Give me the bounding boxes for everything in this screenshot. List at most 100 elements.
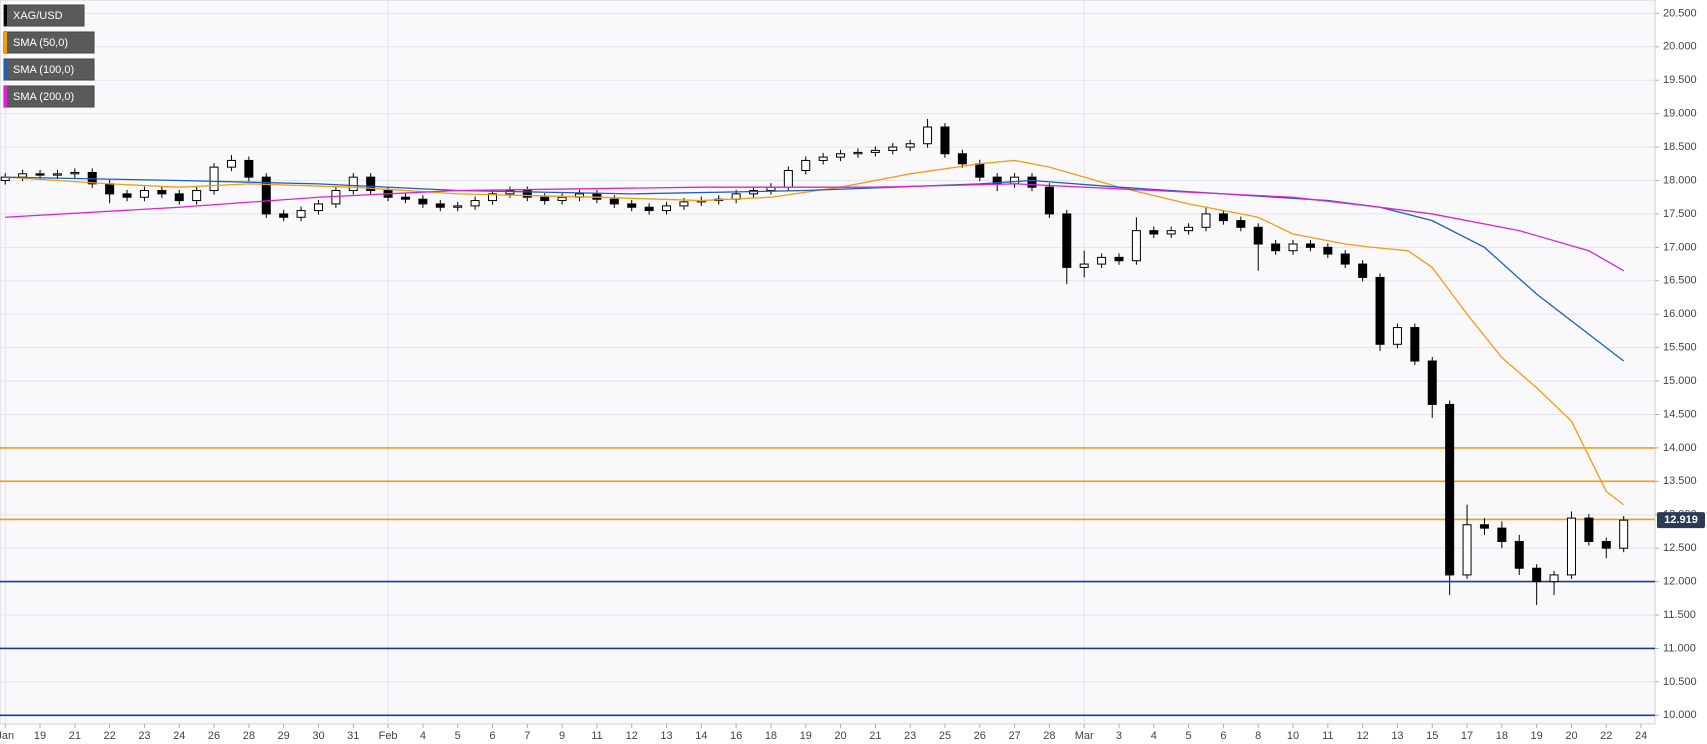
sma-line xyxy=(5,159,1625,506)
candle-body xyxy=(1201,213,1211,228)
x-tick-label: Mar xyxy=(1075,730,1094,742)
x-tick-label: 3 xyxy=(1116,730,1122,742)
candle-body xyxy=(296,210,306,218)
y-tick-label: 18.000 xyxy=(1663,174,1697,186)
x-tick-label: 31 xyxy=(347,730,359,742)
y-tick-label: 10.000 xyxy=(1663,709,1697,721)
candle-body xyxy=(1392,327,1402,345)
y-tick-label: 15.500 xyxy=(1663,342,1697,354)
candle-body xyxy=(418,198,428,205)
candle-body xyxy=(836,153,846,158)
candle-body xyxy=(1479,524,1489,529)
x-tick-label: 18 xyxy=(1496,730,1508,742)
candle-body xyxy=(0,176,10,181)
candle-body xyxy=(487,193,497,202)
candle-body xyxy=(348,176,358,192)
candle-body xyxy=(18,173,28,178)
y-tick-label: 12.000 xyxy=(1663,576,1697,588)
candle-body xyxy=(1184,226,1194,232)
candle-body xyxy=(139,190,149,198)
x-tick-label: 13 xyxy=(660,730,672,742)
candle-body xyxy=(1375,276,1385,345)
x-tick-label: 13 xyxy=(1391,730,1403,742)
candle-body xyxy=(1601,540,1611,549)
y-tick-label: 20.000 xyxy=(1663,41,1697,53)
legend-swatch xyxy=(4,86,7,107)
candle-body xyxy=(1044,186,1054,215)
candle-body xyxy=(1166,230,1176,235)
candle-body xyxy=(52,173,62,176)
y-tick-label: 16.500 xyxy=(1663,275,1697,287)
legend-label: XAG/USD xyxy=(13,10,63,22)
x-tick-label: 16 xyxy=(730,730,742,742)
legend-swatch xyxy=(4,5,7,26)
candle-body xyxy=(1514,540,1524,569)
candle-body xyxy=(1271,243,1281,252)
x-tick-label: 26 xyxy=(974,730,986,742)
candle-body xyxy=(609,198,619,205)
candle-body xyxy=(923,126,933,145)
y-tick-label: 19.000 xyxy=(1663,108,1697,120)
candle-body xyxy=(853,151,863,155)
y-tick-label: 19.500 xyxy=(1663,74,1697,86)
candle-body xyxy=(1462,524,1472,576)
x-tick-label: 29 xyxy=(278,730,290,742)
candle-body xyxy=(1532,567,1542,583)
x-tick-label: 20 xyxy=(834,730,846,742)
candle-body xyxy=(818,156,828,161)
candle-body xyxy=(1218,213,1228,222)
legend-label: SMA (100,0) xyxy=(13,64,74,76)
candle-body xyxy=(1566,517,1576,576)
candle-body xyxy=(1236,220,1246,228)
y-tick-label: 11.500 xyxy=(1663,609,1696,621)
x-tick-label: 10 xyxy=(1287,730,1299,742)
x-tick-label: 5 xyxy=(455,730,461,742)
y-tick-label: 17.000 xyxy=(1663,241,1697,253)
candle-body xyxy=(1619,519,1629,549)
x-tick-label: Feb xyxy=(379,730,398,742)
candle-body xyxy=(888,146,898,151)
legend-swatch xyxy=(4,59,7,80)
x-tick-label: 11 xyxy=(591,730,602,742)
candle-body xyxy=(870,149,880,153)
candle-body xyxy=(366,176,376,192)
candle-body xyxy=(1358,263,1368,278)
legend-swatch xyxy=(4,32,7,53)
candle-body xyxy=(905,143,915,148)
candle-body xyxy=(801,159,811,171)
x-tick-label: 19 xyxy=(34,730,46,742)
y-tick-label: 20.500 xyxy=(1663,7,1697,19)
x-tick-label: 28 xyxy=(243,730,255,742)
plot-area xyxy=(0,0,1656,725)
x-tick-label: 12 xyxy=(626,730,638,742)
x-tick-label: 7 xyxy=(524,730,530,742)
candle-body xyxy=(470,200,480,207)
y-tick-label: 17.500 xyxy=(1663,208,1697,220)
candle-body xyxy=(453,205,463,208)
candle-body xyxy=(644,206,654,212)
candle-body xyxy=(940,126,950,155)
candle-body xyxy=(1445,403,1455,576)
x-tick-label: 24 xyxy=(173,730,185,742)
y-tick-label: 11.000 xyxy=(1663,642,1696,654)
y-tick-label: 16.000 xyxy=(1663,308,1697,320)
candle-body xyxy=(1097,256,1107,265)
x-tick-label: 11 xyxy=(1322,730,1333,742)
candle-body xyxy=(1305,243,1315,248)
price-tag xyxy=(1657,512,1705,529)
candle-body xyxy=(1010,176,1020,185)
candle-body xyxy=(1131,230,1141,262)
candle-body xyxy=(975,163,985,178)
x-tick-label: 26 xyxy=(208,730,220,742)
y-tick-label: 13.500 xyxy=(1663,475,1697,487)
candle-body xyxy=(679,201,689,207)
candle-body xyxy=(435,203,445,208)
x-tick-label: 12 xyxy=(1357,730,1369,742)
sma-line xyxy=(5,183,1625,272)
y-tick-label: 12.500 xyxy=(1663,542,1697,554)
candle-body xyxy=(1027,176,1037,188)
candle-body xyxy=(783,169,793,188)
x-tick-label: 21 xyxy=(69,730,81,742)
